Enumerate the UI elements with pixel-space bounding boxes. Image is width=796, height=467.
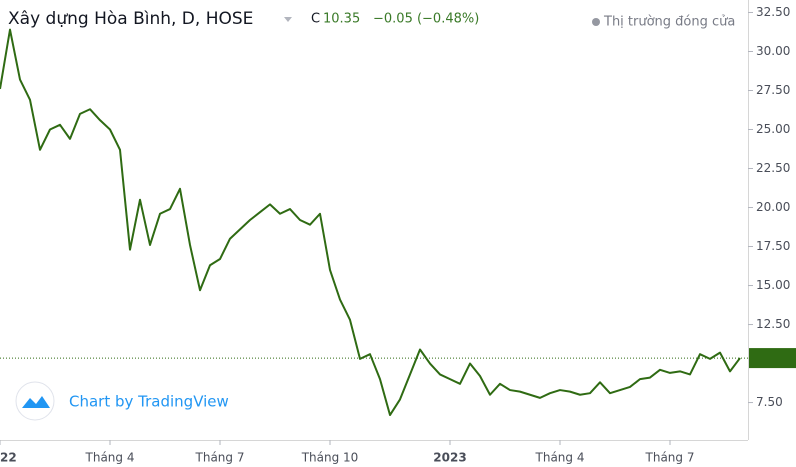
y-tick-label: 25.00 bbox=[756, 122, 790, 136]
logo-circle bbox=[15, 381, 55, 421]
y-tick-label: 12.50 bbox=[756, 317, 790, 331]
x-tick-label: Tháng 10 bbox=[301, 451, 359, 465]
x-tick-label: Tháng 7 bbox=[195, 451, 245, 465]
y-tick-label: 17.50 bbox=[756, 239, 790, 253]
price-axis-line bbox=[748, 0, 749, 440]
x-tick-label: Tháng 4 bbox=[535, 451, 585, 465]
title-dropdown[interactable] bbox=[284, 17, 292, 22]
close-value: 10.35 bbox=[323, 12, 360, 27]
x-tick-label: Tháng 7 bbox=[645, 451, 695, 465]
branding[interactable]: Chart by TradingView bbox=[69, 393, 229, 411]
time-axis-line bbox=[0, 440, 748, 441]
y-tick-label: 32.50 bbox=[756, 5, 790, 19]
x-tick-label: 2023 bbox=[433, 451, 466, 465]
x-tick-label: Tháng 4 bbox=[85, 451, 135, 465]
chart-title[interactable]: Xây dựng Hòa Bình, D, HOSE bbox=[8, 9, 253, 29]
price-line bbox=[0, 28, 741, 417]
status-dot bbox=[592, 18, 600, 26]
y-tick-label: 20.00 bbox=[756, 200, 790, 214]
close-prefix: C bbox=[311, 12, 320, 27]
change: −0.05 (−0.48%) bbox=[373, 12, 479, 27]
market-status: Thị trường đóng cửa bbox=[603, 15, 735, 30]
tradingview-logo[interactable]: Chart by TradingView bbox=[15, 381, 229, 421]
y-tick-label: 30.00 bbox=[756, 44, 790, 58]
y-tick-label: 7.50 bbox=[756, 395, 783, 409]
y-tick-label: 27.50 bbox=[756, 83, 790, 97]
y-tick-label: 22.50 bbox=[756, 161, 790, 175]
logo-icon bbox=[22, 396, 50, 408]
last-price-badge bbox=[749, 348, 796, 369]
y-tick-label: 15.00 bbox=[756, 278, 790, 292]
x-tick-label: 2022 bbox=[0, 451, 17, 465]
